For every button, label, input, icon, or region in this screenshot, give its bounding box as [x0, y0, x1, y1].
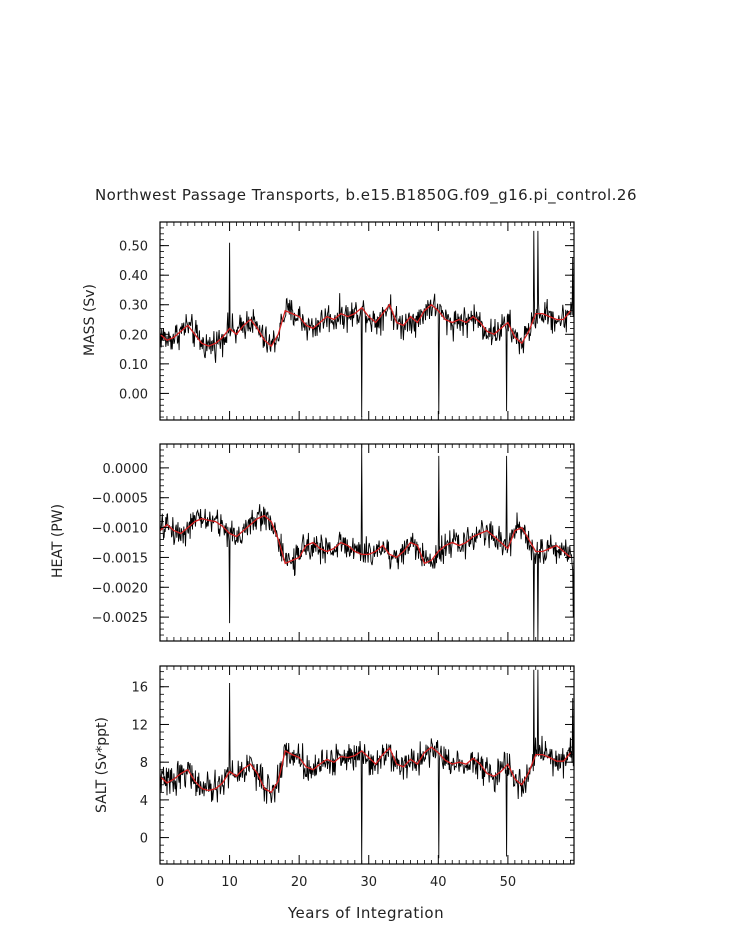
salt-ytick-label: 16: [131, 681, 148, 696]
mass-ytick-label: 0.00: [119, 387, 148, 402]
chart-title: Northwest Passage Transports, b.e15.B185…: [95, 186, 637, 205]
xtick-label: 40: [430, 875, 447, 890]
salt-ytick-label: 12: [131, 718, 148, 733]
xtick-label: 20: [291, 875, 308, 890]
mass-ytick-label: 0.50: [119, 240, 148, 255]
salt-raw-series-line: [160, 669, 574, 864]
mass-panel: MASS (Sv) 0.00 0.10 0.20 0.30 0.40 0.50: [82, 221, 575, 421]
heat-ytick-label: −0.0020: [92, 581, 148, 596]
heat-ytick-label: −0.0010: [92, 522, 148, 537]
heat-panel: HEAT (PW) 0.0000 −0.0005 −0.0010 −0.0015 −0.…: [50, 443, 575, 642]
mass-raw-series-line: [160, 230, 574, 418]
salt-ytick-label: 0: [140, 832, 148, 847]
heat-ytick-label: −0.0015: [92, 551, 148, 566]
mass-ylabel: MASS (Sv): [82, 284, 98, 356]
salt-ytick-label: 8: [140, 756, 148, 771]
heat-ytick-label: 0.0000: [103, 462, 149, 477]
xtick-label: 10: [221, 875, 238, 890]
heat-ytick-label: −0.0005: [92, 492, 148, 507]
salt-plot-frame: [159, 665, 575, 865]
heat-ylabel: HEAT (PW): [50, 504, 66, 578]
salt-smoothed-series-line: [160, 746, 572, 794]
mass-ytick-label: 0.30: [119, 299, 148, 314]
mass-ytick-label: 0.40: [119, 269, 148, 284]
salt-ylabel: SALT (Sv*ppt): [94, 717, 110, 813]
xtick-label: 30: [360, 875, 377, 890]
salt-ytick-label: 4: [140, 794, 148, 809]
mass-smoothed-series-line: [160, 303, 572, 348]
heat-plot-frame: [159, 443, 575, 642]
heat-ytick-label: −0.0025: [92, 611, 148, 626]
mass-ytick-label: 0.20: [119, 328, 148, 343]
mass-plot-frame: [159, 221, 575, 421]
heat-raw-series-line: [160, 444, 574, 641]
xtick-label: 50: [500, 875, 517, 890]
heat-smoothed-series-line: [160, 514, 571, 565]
mass-ytick-label: 0.10: [119, 358, 148, 373]
salt-panel: SALT (Sv*ppt) 0 4 8 12 16: [94, 665, 575, 865]
x-axis-label: Years of Integration: [287, 904, 444, 922]
xtick-label: 0: [156, 875, 164, 890]
